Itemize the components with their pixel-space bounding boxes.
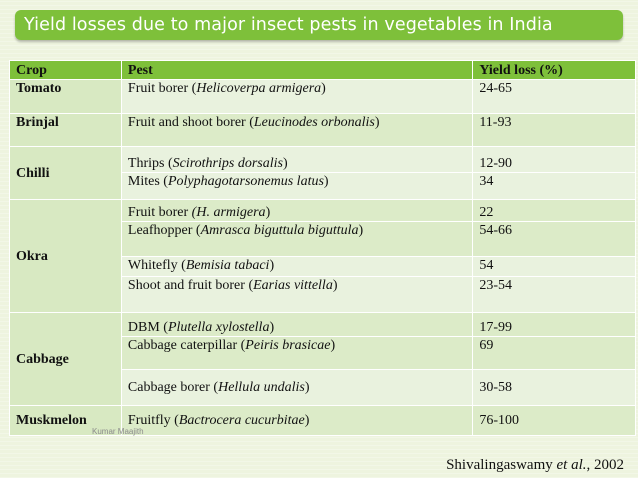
pest-common: Mites ( bbox=[127, 174, 168, 189]
table-row: Cabbage DBM (Plutella xylostella) 17-99 bbox=[9, 312, 636, 406]
crop-cell: Chilli bbox=[9, 146, 122, 200]
pest-scientific: Plutella xylostella bbox=[167, 320, 270, 335]
header-yield-loss: Yield loss (%) bbox=[472, 60, 636, 80]
table-row: Leafhopper (Amrasca biguttula biguttula)… bbox=[10, 221, 636, 257]
loss-cell: 22 bbox=[472, 199, 636, 222]
pest-scientific: Hellula undalis bbox=[218, 380, 305, 395]
pest-close: ) bbox=[374, 115, 380, 130]
table-row: Brinjal Fruit and shoot borer (Leucinode… bbox=[9, 113, 636, 147]
pest-close: ) bbox=[269, 320, 275, 335]
pest-scientific: Amrasca biguttula biguttula bbox=[200, 223, 359, 238]
pest-close: ) bbox=[282, 156, 288, 171]
pest-cell: Leafhopper (Amrasca biguttula biguttula) bbox=[120, 221, 474, 257]
watermark-text: Kumar Maajith bbox=[92, 427, 144, 436]
pest-common: Fruit and shoot borer ( bbox=[127, 115, 254, 130]
table-row: Mites (Polyphagotarsonemus latus) 34 bbox=[10, 172, 636, 200]
slide-title: Yield losses due to major insect pests i… bbox=[24, 15, 553, 35]
table-row: Muskmelon Fruitfly (Bactrocera cucurbita… bbox=[9, 405, 636, 436]
pest-cell: DBM (Plutella xylostella) bbox=[120, 312, 474, 337]
citation: Shivalingaswamy et al., 2002 bbox=[446, 457, 624, 474]
crop-cell: Okra bbox=[9, 199, 122, 313]
pest-scientific: Bemisia tabaci bbox=[185, 258, 270, 273]
pest-cell: Shoot and fruit borer (Earias vittella) bbox=[120, 276, 474, 313]
crop-cell: Brinjal bbox=[9, 113, 122, 147]
pest-cell: Fruit borer (Helicoverpa armigera) bbox=[120, 79, 474, 114]
loss-cell: 30-58 bbox=[472, 369, 636, 406]
loss-cell: 54-66 bbox=[472, 221, 636, 257]
loss-cell: 12-90 bbox=[472, 146, 636, 173]
table-row: Okra Fruit borer (H. armigera) 22 bbox=[9, 199, 636, 313]
pest-close: ) bbox=[358, 223, 364, 238]
loss-cell: 69 bbox=[472, 336, 636, 370]
pest-close: ) bbox=[332, 278, 338, 293]
citation-year: , 2002 bbox=[586, 457, 625, 473]
pest-common: Fruit borer bbox=[127, 205, 192, 220]
pest-cell: Thrips (Scirothrips dorsalis) bbox=[120, 146, 474, 173]
pest-common: Fruitfly ( bbox=[127, 413, 179, 428]
header-pest: Pest bbox=[120, 60, 474, 80]
table-header-row: Crop Pest Yield loss (%) bbox=[9, 60, 636, 80]
pest-cell: Fruitfly (Bactrocera cucurbitae) bbox=[120, 405, 474, 436]
pest-cell: Mites (Polyphagotarsonemus latus) bbox=[120, 172, 474, 200]
pest-scientific: Scirothrips dorsalis bbox=[172, 156, 283, 171]
header-crop: Crop bbox=[9, 60, 122, 80]
pest-close: ) bbox=[265, 205, 271, 220]
loss-cell: 24-65 bbox=[472, 79, 636, 114]
pest-common: Cabbage borer ( bbox=[127, 380, 219, 395]
pest-close: ) bbox=[321, 81, 326, 96]
pest-cell: Whitefly (Bemisia tabaci) bbox=[120, 256, 474, 277]
pest-scientific: Earias vittella bbox=[253, 278, 333, 293]
pest-scientific: Peiris brasicae bbox=[245, 338, 331, 353]
table-row: Chilli Thrips (Scirothrips dorsalis) 12-… bbox=[9, 146, 636, 200]
loss-cell: 23-54 bbox=[472, 276, 636, 313]
pest-scientific: (H. armigera bbox=[191, 205, 266, 220]
pest-scientific: Helicoverpa armigera bbox=[196, 81, 322, 96]
table-row: Shoot and fruit borer (Earias vittella) … bbox=[10, 276, 636, 313]
yield-loss-table: Crop Pest Yield loss (%) Tomato Fruit bo… bbox=[9, 60, 636, 436]
pest-common: Cabbage caterpillar ( bbox=[127, 338, 246, 353]
pest-close: ) bbox=[323, 174, 329, 189]
pest-cell: Fruit borer (H. armigera) bbox=[120, 199, 474, 222]
pest-close: ) bbox=[330, 338, 336, 353]
crop-cell: Tomato bbox=[9, 79, 122, 114]
table-row: Tomato Fruit borer (Helicoverpa armigera… bbox=[9, 79, 636, 114]
table-row: Cabbage caterpillar (Peiris brasicae) 69 bbox=[10, 336, 636, 370]
pest-scientific: Leucinodes orbonalis bbox=[253, 115, 375, 130]
loss-cell: 17-99 bbox=[472, 312, 636, 337]
pest-common: Shoot and fruit borer ( bbox=[127, 278, 254, 293]
pest-common: Fruit borer ( bbox=[127, 81, 197, 96]
title-banner: Yield losses due to major insect pests i… bbox=[15, 10, 623, 40]
pest-scientific: Bactrocera cucurbitae bbox=[178, 413, 305, 428]
pest-close: ) bbox=[304, 380, 310, 395]
pest-cell: Cabbage borer (Hellula undalis) bbox=[120, 369, 474, 406]
pest-common: Leafhopper ( bbox=[127, 223, 201, 238]
pest-common: Whitefly ( bbox=[127, 258, 186, 273]
pest-close: ) bbox=[269, 258, 275, 273]
citation-etal: et al. bbox=[556, 457, 587, 473]
loss-cell: 11-93 bbox=[472, 113, 636, 147]
pest-close: ) bbox=[304, 413, 310, 428]
loss-cell: 76-100 bbox=[472, 405, 636, 436]
crop-cell: Cabbage bbox=[9, 312, 122, 406]
loss-cell: 34 bbox=[472, 172, 636, 200]
pest-cell: Cabbage caterpillar (Peiris brasicae) bbox=[120, 336, 474, 370]
pest-common: Thrips ( bbox=[127, 156, 173, 171]
pest-cell: Fruit and shoot borer (Leucinodes orbona… bbox=[120, 113, 474, 147]
crop-cell: Muskmelon bbox=[9, 405, 122, 436]
table-row: Whitefly (Bemisia tabaci) 54 bbox=[10, 256, 636, 277]
pest-scientific: Polyphagotarsonemus latus bbox=[167, 174, 324, 189]
loss-cell: 54 bbox=[472, 256, 636, 277]
citation-author: Shivalingaswamy bbox=[446, 457, 557, 473]
pest-common: DBM ( bbox=[127, 320, 168, 335]
